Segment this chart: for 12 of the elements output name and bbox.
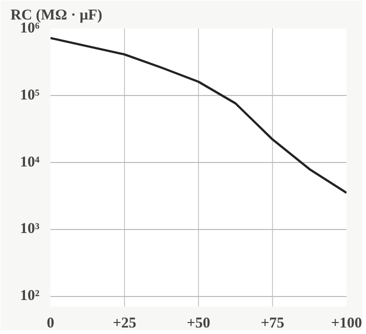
x-tick-label: +100 — [330, 316, 362, 332]
y-tick-label: 10³ — [20, 221, 40, 238]
x-tick-label: 0 — [46, 316, 54, 332]
line-series — [50, 36, 346, 194]
x-tick-label: +25 — [112, 316, 136, 332]
y-tick-label: 10⁵ — [20, 87, 40, 104]
y-axis-title: RC (MΩ · μF) — [10, 8, 102, 24]
x-tick-label: +75 — [260, 316, 284, 332]
x-tick-label: +50 — [186, 316, 210, 332]
y-tick-label: 10⁴ — [20, 154, 40, 170]
y-tick-label: 10⁶ — [20, 20, 40, 36]
y-tick-label: 10² — [20, 288, 40, 304]
